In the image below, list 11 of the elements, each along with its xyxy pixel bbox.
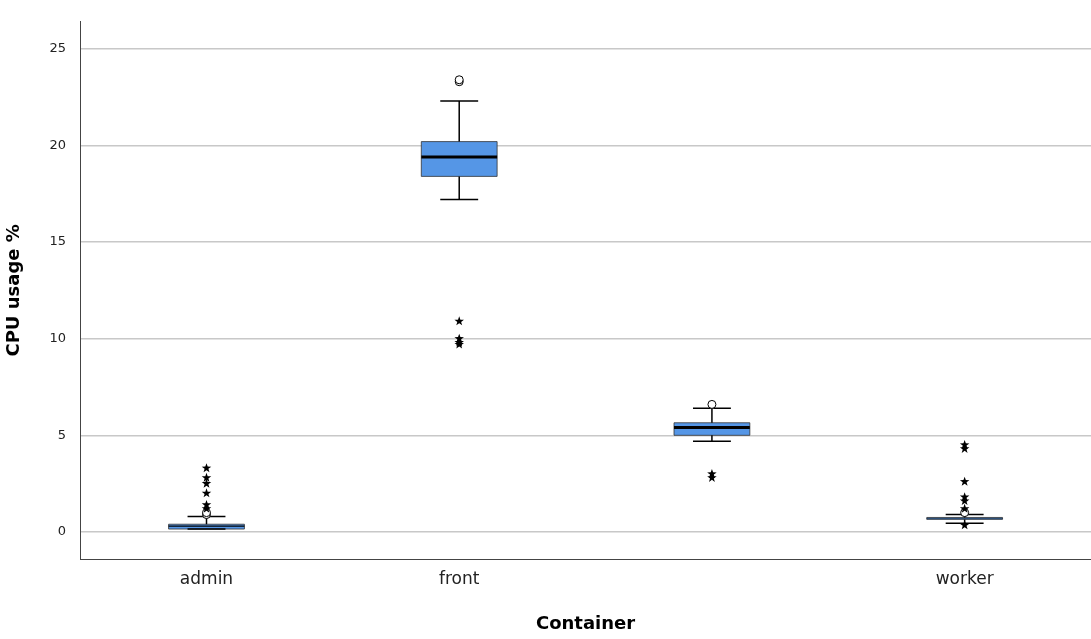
y-tick-label: 20: [49, 136, 67, 152]
y-tick-label: 10: [49, 330, 67, 346]
x-tick-label: admin: [179, 567, 234, 588]
y-tick-label: 25: [49, 40, 67, 56]
y-tick-label: 0: [57, 523, 67, 539]
x-tick-label: front: [438, 567, 480, 588]
y-tick-label: 15: [49, 233, 67, 249]
y-tick-label: 5: [57, 426, 67, 442]
y-axis-title: CPU usage %: [2, 224, 24, 357]
x-tick-label: worker: [935, 567, 994, 588]
x-axis-title: Container: [535, 611, 636, 633]
